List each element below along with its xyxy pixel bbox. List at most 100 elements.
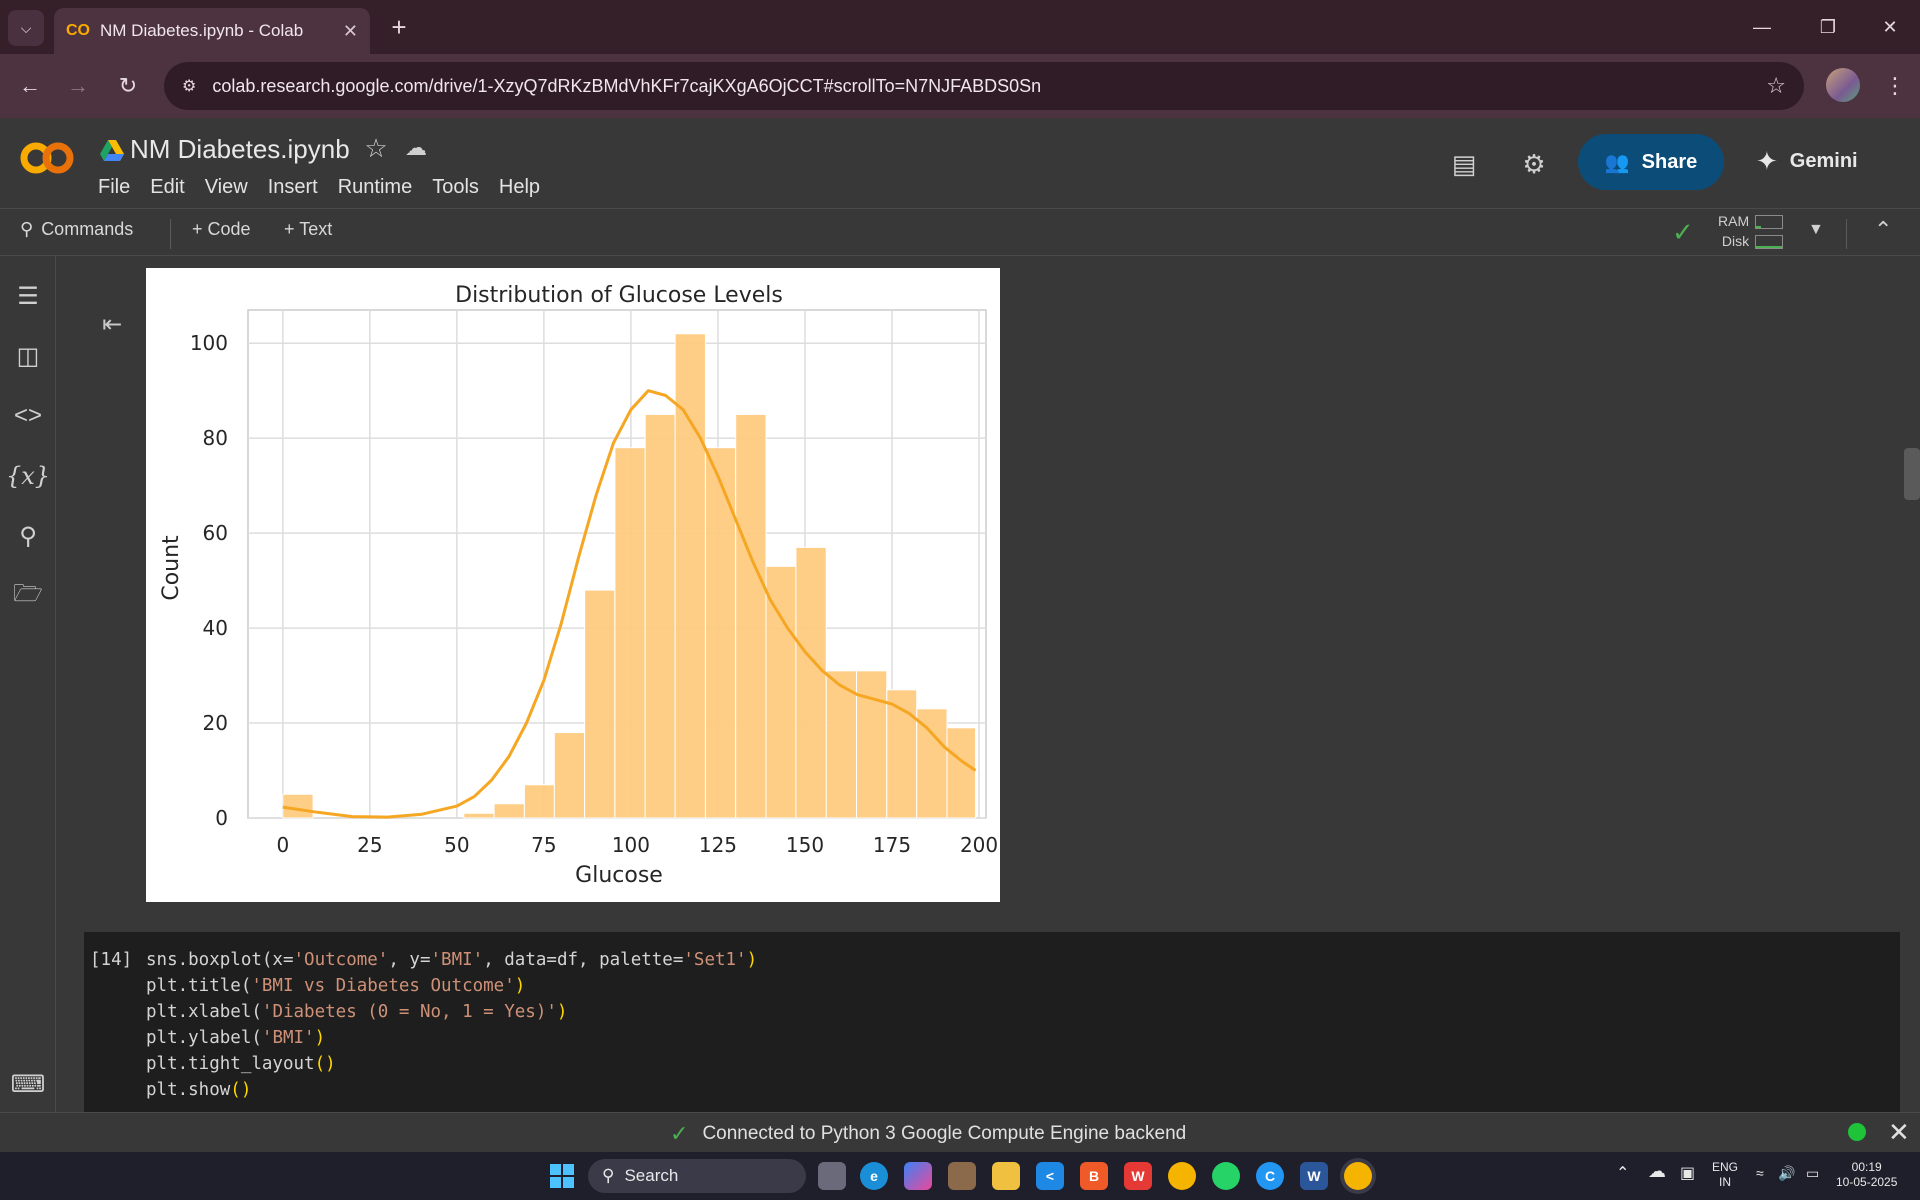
status-bar: ✓ Connected to Python 3 Google Compute E… xyxy=(0,1112,1920,1152)
tray-overflow-icon[interactable]: ⌃ xyxy=(1616,1165,1630,1182)
close-tab-icon[interactable]: ✕ xyxy=(342,20,358,41)
site-info-icon[interactable]: ⚙ xyxy=(182,78,197,95)
brave-icon[interactable]: B xyxy=(1080,1162,1108,1190)
menu-view[interactable]: View xyxy=(204,176,248,198)
y-tick-label: 20 xyxy=(203,711,228,735)
battery-icon[interactable]: ▭ xyxy=(1806,1165,1820,1181)
share-button[interactable]: 👥 Share xyxy=(1578,134,1724,190)
ram-label: RAM xyxy=(1718,213,1750,229)
menu-help[interactable]: Help xyxy=(498,176,541,198)
menu-bar: File Edit View Insert Runtime Tools Help xyxy=(98,176,560,199)
tab-search-dropdown[interactable]: ⌵ xyxy=(8,10,44,46)
taskbar-search[interactable]: ⚲ Search xyxy=(588,1159,806,1193)
menu-insert[interactable]: Insert xyxy=(267,176,318,198)
file-explorer-icon[interactable] xyxy=(992,1162,1020,1190)
reload-icon[interactable]: ↻ xyxy=(118,73,138,98)
forward-icon[interactable]: → xyxy=(67,73,89,98)
browser-tab-active[interactable]: CO NM Diabetes.ipynb - Colab ✕ xyxy=(54,8,370,54)
files-folder-icon[interactable]: 🗁 xyxy=(13,579,43,607)
chart-output: 0 25 50 75 100 125 150 175 200 0 20 40 60 80 100 Distri… xyxy=(146,268,1000,902)
runtime-dropdown-icon[interactable]: ▼ xyxy=(1808,221,1824,238)
url-text[interactable]: colab.research.google.com/drive/1-XzyQ7d… xyxy=(212,75,1042,96)
clock-date: 10-05-2025 xyxy=(1836,1175,1898,1189)
histogram-bar xyxy=(584,589,616,819)
output-actions-icon[interactable]: ⇤ xyxy=(101,310,123,338)
new-tab-button[interactable]: + xyxy=(391,11,407,42)
app-icon[interactable] xyxy=(948,1162,976,1190)
add-text-button[interactable]: + Text xyxy=(284,219,333,239)
vscode-icon[interactable]: < xyxy=(1036,1162,1064,1190)
connected-check-icon[interactable]: ✓ xyxy=(1672,217,1694,247)
gemini-button[interactable]: ✦ Gemini xyxy=(1756,146,1858,177)
commands-button[interactable]: ⚲ Commands xyxy=(20,219,133,240)
comments-icon[interactable]: ▤ xyxy=(1451,148,1477,179)
histogram-bar xyxy=(765,565,797,819)
colab-header: NM Diabetes.ipynb ☆ ☁ File Edit View Ins… xyxy=(0,118,1920,208)
chrome-active-icon[interactable] xyxy=(1344,1162,1372,1190)
taskbar-search-label: Search xyxy=(624,1166,679,1185)
histogram-bar xyxy=(553,732,586,819)
terminal-icon[interactable]: ⌨ xyxy=(10,1070,46,1098)
y-tick-label: 0 xyxy=(215,806,228,830)
variables-icon[interactable]: {x} xyxy=(5,462,51,490)
canva-icon[interactable]: C xyxy=(1256,1162,1284,1190)
scrollbar-thumb[interactable] xyxy=(1904,448,1920,500)
y-tick-label: 40 xyxy=(203,616,228,640)
find-replace-icon[interactable]: ◫ xyxy=(16,342,40,370)
close-window-icon[interactable]: ✕ xyxy=(1882,16,1898,37)
left-sidebar: ☰ ◫ <> {x} ⚲ 🗁 ⌨ xyxy=(0,256,56,1112)
settings-gear-icon[interactable]: ⚙ xyxy=(1522,148,1546,179)
task-view-icon[interactable] xyxy=(818,1162,846,1190)
connection-status[interactable]: ✓ Connected to Python 3 Google Compute E… xyxy=(670,1121,1186,1147)
notebook-title[interactable]: NM Diabetes.ipynb xyxy=(130,134,350,164)
windows-taskbar: ⚲ Search e < B W C W ⌃ ☁ ▣ ENG IN ≈ 🔊 ▭ … xyxy=(0,1152,1920,1200)
colab-logo-icon[interactable] xyxy=(20,138,76,178)
x-tick-label: 150 xyxy=(786,833,824,857)
histogram-bar xyxy=(735,413,767,819)
star-notebook-icon[interactable]: ☆ xyxy=(364,132,388,163)
profile-avatar[interactable] xyxy=(1826,68,1860,102)
chrome-icon[interactable] xyxy=(1168,1162,1196,1190)
menu-tools[interactable]: Tools xyxy=(432,176,479,198)
edge-icon[interactable]: e xyxy=(860,1162,888,1190)
minimize-window-icon[interactable]: — xyxy=(1753,16,1771,37)
menu-runtime[interactable]: Runtime xyxy=(337,176,413,198)
gemini-sparkle-icon: ✦ xyxy=(1756,146,1778,176)
browser-menu-icon[interactable]: ⋮ xyxy=(1884,73,1906,98)
restore-window-icon[interactable]: ❐ xyxy=(1819,16,1837,37)
clock[interactable]: 00:19 10-05-2025 xyxy=(1836,1160,1897,1190)
commands-label: Commands xyxy=(41,219,134,239)
code-line: plt.xlabel('Diabetes (0 = No, 1 = Yes)') xyxy=(146,1002,567,1022)
google-drive-icon[interactable] xyxy=(100,140,124,162)
menu-edit[interactable]: Edit xyxy=(150,176,185,198)
tray-app-icon[interactable]: ▣ xyxy=(1680,1165,1696,1182)
code-token: plt.ylabel( xyxy=(146,1028,262,1048)
cloud-saved-icon[interactable]: ☁ xyxy=(405,135,427,160)
notebook-toolbar: ⚲ Commands + Code + Text ✓ RAM Disk ▼ ⌃ xyxy=(0,208,1920,256)
code-token: plt.title( xyxy=(146,976,252,996)
whatsapp-icon[interactable] xyxy=(1212,1162,1240,1190)
windows-start-icon[interactable] xyxy=(550,1164,574,1188)
bookmark-star-icon[interactable]: ☆ xyxy=(1766,73,1786,98)
secrets-key-icon[interactable]: ⚲ xyxy=(19,522,37,550)
close-status-icon[interactable]: ✕ xyxy=(1888,1117,1910,1147)
browser-toolbar: ← → ↻ ⚙ colab.research.google.com/drive/… xyxy=(0,54,1920,118)
copilot-icon[interactable] xyxy=(904,1162,932,1190)
code-cell[interactable]: [14] sns.boxplot(x='Outcome', y='BMI', d… xyxy=(84,932,1900,1112)
wifi-icon[interactable]: ≈ xyxy=(1756,1165,1764,1181)
volume-icon[interactable]: 🔊 xyxy=(1778,1165,1796,1181)
table-of-contents-icon[interactable]: ☰ xyxy=(17,282,39,310)
onedrive-icon[interactable]: ☁ xyxy=(1648,1161,1666,1181)
execution-count: [14] xyxy=(90,950,133,970)
wps-icon[interactable]: W xyxy=(1124,1162,1152,1190)
collapse-header-icon[interactable]: ⌃ xyxy=(1874,217,1893,242)
word-icon[interactable]: W xyxy=(1300,1162,1328,1190)
address-bar[interactable]: ⚙ colab.research.google.com/drive/1-XzyQ… xyxy=(164,62,1804,110)
y-tick-label: 60 xyxy=(203,521,228,545)
menu-file[interactable]: File xyxy=(98,176,131,198)
ram-disk-indicator[interactable]: RAM Disk xyxy=(1718,211,1784,251)
back-icon[interactable]: ← xyxy=(19,73,41,98)
code-snippets-icon[interactable]: <> xyxy=(13,402,43,429)
add-code-button[interactable]: + Code xyxy=(192,219,251,239)
language-indicator[interactable]: ENG IN xyxy=(1712,1160,1738,1190)
